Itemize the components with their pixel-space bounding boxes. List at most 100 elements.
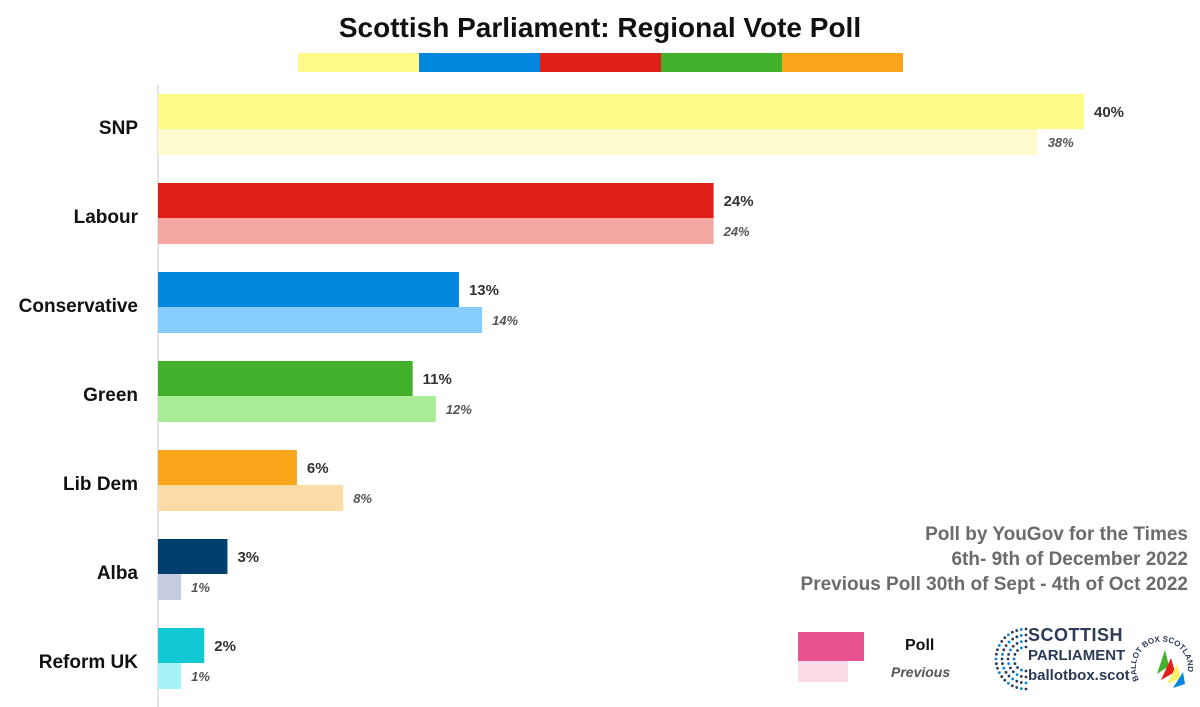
- value-label-poll: 3%: [237, 549, 259, 566]
- hemicycle-seat: [1024, 627, 1028, 631]
- hemicycle-seat: [1010, 630, 1014, 634]
- hemicycle-seat: [997, 671, 1001, 675]
- hemicycle-seat: [1000, 675, 1004, 679]
- hemicycle-seat: [1000, 657, 1004, 661]
- bar-poll-green: [158, 361, 413, 396]
- category-label: Conservative: [19, 296, 138, 317]
- hemicycle-seat: [1019, 674, 1023, 678]
- hemicycle-seat: [996, 666, 999, 670]
- badge-flag-blue: [1173, 672, 1185, 688]
- hemicycle-seat: [1015, 686, 1019, 689]
- category-label: SNP: [99, 118, 138, 139]
- value-label-previous: 38%: [1048, 135, 1074, 150]
- hemicycle-seat: [1015, 642, 1019, 645]
- bar-poll-snp: [158, 94, 1084, 129]
- bar-poll-alba: [158, 539, 228, 574]
- hemicycle-seat: [1001, 662, 1004, 666]
- hemicycle-seat: [1015, 629, 1019, 632]
- ballotbox-logo: SCOTTISH PARLIAMENT ballotbox.scot BALLO…: [988, 622, 1193, 697]
- legend-poll-swatch: [798, 632, 864, 661]
- stripe-segment: [419, 53, 540, 72]
- ballot-box-scotland-badge: BALLOT BOX SCOTLAND: [1131, 634, 1193, 688]
- stripe-segment: [782, 53, 903, 72]
- parliament-hemicycle-icon: [994, 627, 1028, 691]
- value-label-previous: 1%: [191, 580, 210, 595]
- hemicycle-seat: [1020, 646, 1023, 650]
- value-label-previous: 12%: [446, 402, 472, 417]
- hemicycle-seat: [994, 652, 998, 656]
- bar-poll-reform-uk: [158, 628, 205, 663]
- logo-text-scottish: SCOTTISH: [1028, 625, 1124, 645]
- hemicycle-seat: [1011, 637, 1015, 641]
- hemicycle-seat: [1015, 679, 1019, 683]
- hemicycle-seat: [1020, 668, 1023, 672]
- value-label-poll: 13%: [469, 282, 499, 299]
- legend-previous-swatch: [798, 661, 848, 682]
- hemicycle-seat: [1013, 662, 1017, 665]
- stripe-segment: [540, 53, 661, 72]
- logo-text-parliament: PARLIAMENT: [1028, 647, 1126, 664]
- hemicycle-seat: [1019, 681, 1023, 684]
- value-label-poll: 40%: [1094, 104, 1124, 121]
- source-note: Poll by YouGov for the Times 6th- 9th of…: [801, 522, 1188, 597]
- hemicycle-seat: [1003, 636, 1007, 640]
- hemicycle-seat: [1011, 677, 1015, 681]
- hemicycle-seat: [1019, 687, 1023, 691]
- bar-previous-snp: [158, 129, 1038, 155]
- value-label-poll: 6%: [307, 460, 329, 477]
- badge-flag-green: [1157, 650, 1169, 674]
- hemicycle-seat: [1019, 634, 1023, 637]
- chart-title: Scottish Parliament: Regional Vote Poll: [338, 12, 862, 43]
- category-label: Green: [83, 385, 138, 406]
- hemicycle-seat: [1007, 640, 1011, 644]
- value-label-previous: 14%: [492, 313, 518, 328]
- hemicycle-seat: [1019, 627, 1023, 631]
- hemicycle-seat: [1001, 652, 1004, 656]
- hemicycle-seat: [1006, 657, 1010, 661]
- bar-previous-labour: [158, 218, 714, 244]
- hemicycle-seat: [1012, 657, 1016, 661]
- value-label-previous: 8%: [353, 491, 372, 506]
- bar-previous-lib-dem: [158, 485, 344, 511]
- legend: Poll Previous: [798, 630, 978, 690]
- hemicycle-seat: [1016, 649, 1019, 652]
- svg-text:BALLOT BOX SCOTLAND: BALLOT BOX SCOTLAND: [1131, 634, 1193, 682]
- value-label-poll: 24%: [724, 193, 754, 210]
- value-label-poll: 2%: [214, 638, 236, 655]
- hemicycle-seat: [1013, 653, 1017, 656]
- logo-text-site: ballotbox.scot: [1028, 667, 1130, 684]
- hemicycle-seat: [1000, 639, 1004, 643]
- bar-poll-labour: [158, 183, 714, 218]
- hemicycle-seat: [1007, 674, 1011, 678]
- hemicycle-seat: [994, 657, 998, 661]
- badge-flag-red: [1161, 658, 1175, 680]
- hemicycle-seat: [1006, 681, 1010, 685]
- source-line-3: Previous Poll 30th of Sept - 4th of Oct …: [800, 574, 1188, 595]
- legend-poll-label: Poll: [905, 637, 935, 654]
- hemicycle-seat: [1024, 639, 1028, 643]
- hemicycle-seat: [1019, 640, 1023, 644]
- hemicycle-seat: [1002, 666, 1006, 670]
- bar-previous-conservative: [158, 307, 483, 333]
- source-line-2: 6th- 9th of December 2022: [951, 549, 1188, 570]
- hemicycle-seat: [1004, 644, 1008, 648]
- hemicycle-seat: [1024, 669, 1028, 673]
- hemicycle-seat: [997, 643, 1001, 647]
- hemicycle-seat: [1024, 633, 1028, 637]
- bar-poll-lib-dem: [158, 450, 297, 485]
- category-label: Reform UK: [39, 652, 139, 673]
- hemicycle-seat: [1011, 670, 1015, 674]
- hemicycle-seat: [1007, 652, 1011, 656]
- category-label: Alba: [97, 563, 139, 584]
- badge-text: BALLOT BOX SCOTLAND: [1131, 634, 1193, 682]
- legend-previous-label: Previous: [891, 664, 951, 680]
- hemicycle-seat: [1002, 648, 1006, 652]
- hemicycle-seat: [1015, 635, 1019, 639]
- hemicycle-seat: [994, 662, 998, 666]
- hemicycle-seat: [1003, 678, 1007, 682]
- party-color-stripe: [298, 53, 903, 72]
- hemicycle-seat: [1015, 673, 1019, 676]
- category-label: Labour: [74, 207, 139, 228]
- hemicycle-seat: [1011, 644, 1015, 648]
